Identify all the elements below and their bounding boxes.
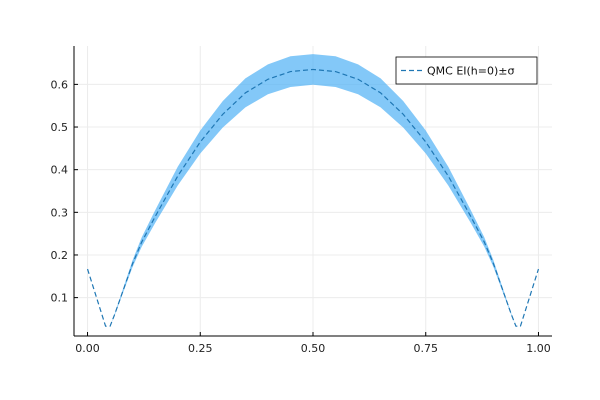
y-tick-label: 0.2 xyxy=(51,249,69,262)
y-tick-label: 0.1 xyxy=(51,292,69,305)
x-tick-label: 0.50 xyxy=(301,342,326,355)
x-tick-label: 0.00 xyxy=(75,342,100,355)
legend-label: QMC EI(h=0)±σ xyxy=(427,65,515,78)
plot-area xyxy=(86,54,540,327)
grid xyxy=(74,46,552,336)
x-ticks: 0.00 0.25 0.50 0.75 1.00 xyxy=(75,332,551,355)
legend: QMC EI(h=0)±σ xyxy=(395,56,538,85)
y-ticks: 0.1 0.2 0.3 0.4 0.5 0.6 xyxy=(51,78,78,305)
x-tick-label: 1.00 xyxy=(526,342,551,355)
y-tick-label: 0.4 xyxy=(51,164,69,177)
x-tick-label: 0.25 xyxy=(188,342,213,355)
x-tick-label: 0.75 xyxy=(413,342,438,355)
y-tick-label: 0.6 xyxy=(51,78,69,91)
y-tick-label: 0.3 xyxy=(51,206,69,219)
series-mean-line xyxy=(86,68,540,327)
y-tick-label: 0.5 xyxy=(51,121,69,134)
